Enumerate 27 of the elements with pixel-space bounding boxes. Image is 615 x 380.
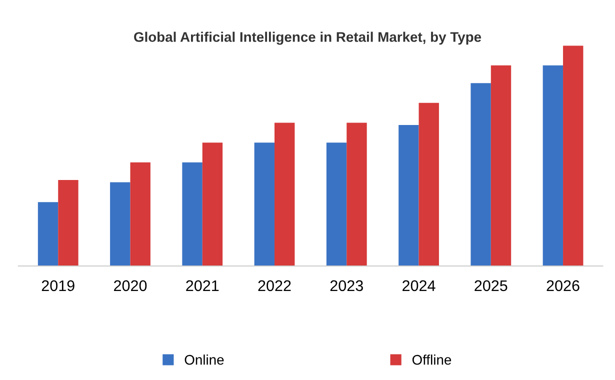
bar xyxy=(254,142,275,266)
x-tick-label: 2020 xyxy=(114,280,147,292)
bar xyxy=(490,65,512,266)
bar xyxy=(202,142,223,266)
bar xyxy=(58,180,78,266)
legend-label: Online xyxy=(184,354,224,365)
bar xyxy=(542,65,564,266)
bar xyxy=(398,124,419,266)
bar xyxy=(326,142,347,266)
chart-title: Global Artificial Intelligence in Retail Market, by Type xyxy=(134,32,482,45)
x-tick-label: 2025 xyxy=(474,280,508,292)
x-tick-label: 2022 xyxy=(258,280,291,292)
bar xyxy=(110,182,130,266)
bar xyxy=(38,202,58,266)
x-tick-label: 2024 xyxy=(402,280,436,292)
bar xyxy=(274,122,295,266)
x-tick-label: 2019 xyxy=(42,280,74,292)
bar xyxy=(470,83,491,266)
x-tick-label: 2021 xyxy=(186,280,219,292)
legend-label: Offline xyxy=(412,354,452,365)
bar xyxy=(418,102,439,266)
bar xyxy=(563,46,584,266)
bar xyxy=(346,122,367,266)
x-tick-label: 2026 xyxy=(546,280,580,292)
bar xyxy=(182,162,202,266)
x-tick-label: 2023 xyxy=(330,280,363,292)
bar xyxy=(130,162,150,266)
